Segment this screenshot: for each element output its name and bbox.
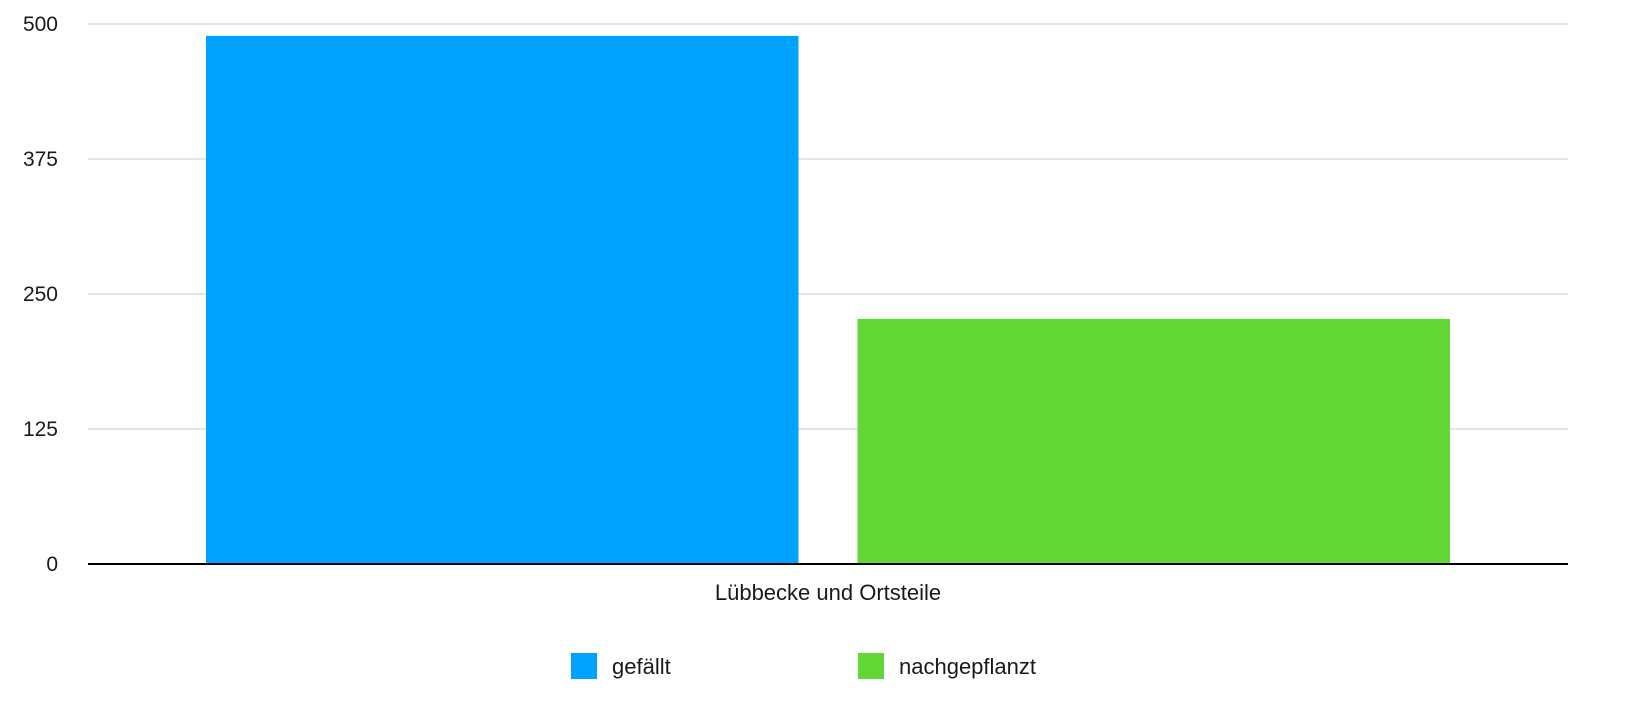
legend-item[interactable]: gefällt xyxy=(571,653,671,679)
y-tick-label: 0 xyxy=(46,553,58,576)
bar-nachgepflanzt xyxy=(857,318,1450,564)
legend[interactable]: gefällt nachgepflanzt xyxy=(571,653,1036,679)
legend-label: gefällt xyxy=(612,654,671,679)
bars xyxy=(206,35,1450,564)
bar-gef-llt xyxy=(206,35,799,564)
legend-swatch xyxy=(858,653,884,679)
x-category-label: Lübbecke und Ortsteile xyxy=(715,580,941,605)
y-tick-label: 250 xyxy=(23,283,58,306)
y-tick-label: 125 xyxy=(23,418,58,441)
y-tick-label: 375 xyxy=(23,148,58,171)
x-axis-category-labels: Lübbecke und Ortsteile xyxy=(715,580,941,605)
y-axis-tick-labels: 0 125 250 375 500 xyxy=(23,13,58,576)
y-tick-label: 500 xyxy=(23,13,58,36)
legend-swatch xyxy=(571,653,597,679)
legend-item[interactable]: nachgepflanzt xyxy=(858,653,1036,679)
legend-label: nachgepflanzt xyxy=(899,654,1036,679)
